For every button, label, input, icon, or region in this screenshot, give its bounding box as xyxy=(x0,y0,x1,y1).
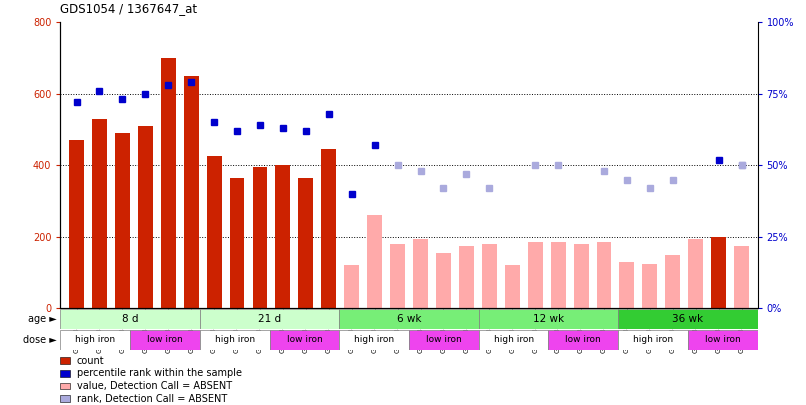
Text: age ►: age ► xyxy=(27,314,56,324)
Bar xyxy=(276,165,290,308)
Bar xyxy=(339,309,479,329)
Bar xyxy=(344,265,359,308)
Text: count: count xyxy=(77,356,104,366)
Bar xyxy=(620,262,634,308)
Text: high iron: high iron xyxy=(354,335,394,344)
Bar xyxy=(482,244,496,308)
Bar xyxy=(688,330,758,350)
Text: 21 d: 21 d xyxy=(258,314,281,324)
Text: 8 d: 8 d xyxy=(122,314,139,324)
Bar xyxy=(115,133,130,308)
Bar xyxy=(413,239,428,308)
Bar xyxy=(734,246,749,308)
Bar xyxy=(339,330,409,350)
Text: GDS1054 / 1367647_at: GDS1054 / 1367647_at xyxy=(60,2,197,15)
Text: low iron: low iron xyxy=(287,335,322,344)
Bar xyxy=(252,167,268,308)
Text: 36 wk: 36 wk xyxy=(672,314,704,324)
Bar xyxy=(206,156,222,308)
Text: low iron: low iron xyxy=(705,335,741,344)
Text: high iron: high iron xyxy=(214,335,255,344)
Bar xyxy=(688,239,703,308)
Text: low iron: low iron xyxy=(426,335,462,344)
Bar xyxy=(642,264,658,308)
Bar xyxy=(230,178,244,308)
Text: value, Detection Call = ABSENT: value, Detection Call = ABSENT xyxy=(77,381,231,391)
Text: high iron: high iron xyxy=(493,335,534,344)
Text: rank, Detection Call = ABSENT: rank, Detection Call = ABSENT xyxy=(77,394,226,404)
Text: 6 wk: 6 wk xyxy=(397,314,422,324)
Bar xyxy=(269,330,339,350)
Bar xyxy=(184,76,198,308)
Bar xyxy=(459,246,474,308)
Bar xyxy=(479,330,548,350)
Bar xyxy=(409,330,479,350)
Text: high iron: high iron xyxy=(75,335,115,344)
Bar xyxy=(618,330,688,350)
Text: dose ►: dose ► xyxy=(23,335,56,345)
Bar xyxy=(322,149,336,308)
Bar xyxy=(665,255,680,308)
Bar xyxy=(528,242,542,308)
Bar xyxy=(60,309,200,329)
Bar xyxy=(92,119,107,308)
Text: low iron: low iron xyxy=(147,335,183,344)
Bar xyxy=(596,242,612,308)
Bar xyxy=(60,330,130,350)
Bar xyxy=(505,265,520,308)
Bar xyxy=(160,58,176,308)
Bar xyxy=(618,309,758,329)
Bar xyxy=(574,244,588,308)
Bar xyxy=(298,178,314,308)
Bar xyxy=(200,330,269,350)
Bar xyxy=(436,253,451,308)
Text: low iron: low iron xyxy=(566,335,601,344)
Text: percentile rank within the sample: percentile rank within the sample xyxy=(77,369,242,378)
Bar xyxy=(138,126,153,308)
Bar xyxy=(550,242,566,308)
Text: 12 wk: 12 wk xyxy=(533,314,564,324)
Bar xyxy=(368,215,382,308)
Bar xyxy=(130,330,200,350)
Bar xyxy=(711,237,726,308)
Bar xyxy=(69,140,84,308)
Bar xyxy=(548,330,618,350)
Bar xyxy=(390,244,405,308)
Bar xyxy=(479,309,618,329)
Bar xyxy=(200,309,339,329)
Text: high iron: high iron xyxy=(633,335,673,344)
